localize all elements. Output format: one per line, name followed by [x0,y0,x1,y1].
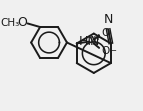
Text: N: N [104,13,113,26]
Text: O: O [17,16,27,29]
Text: HN: HN [79,35,97,48]
Text: O: O [102,28,110,38]
Text: +: + [95,33,102,42]
Text: N: N [90,35,100,48]
Text: O: O [102,46,110,56]
Text: CH₃: CH₃ [0,18,19,28]
Text: −: − [109,46,116,55]
